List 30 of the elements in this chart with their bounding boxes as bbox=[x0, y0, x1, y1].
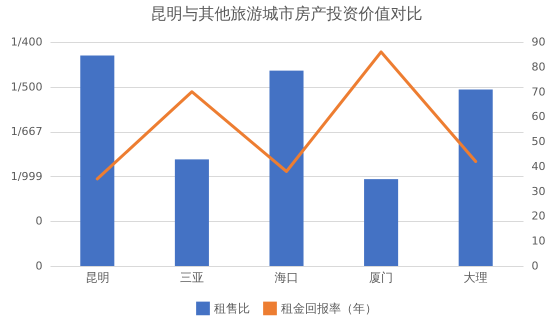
y2-tick-label: 50 bbox=[532, 135, 546, 148]
bar bbox=[458, 89, 493, 266]
y-tick-label: 0 bbox=[36, 260, 42, 272]
y2-tick-label: 60 bbox=[532, 110, 546, 124]
line-series bbox=[96, 50, 478, 180]
x-tick-label: 海口 bbox=[274, 270, 298, 284]
y2-tick-label: 90 bbox=[532, 36, 546, 48]
y-tick-label: 1/999 bbox=[10, 170, 42, 183]
bar bbox=[80, 55, 114, 266]
bar bbox=[364, 179, 398, 266]
x-tick-label: 大理 bbox=[464, 270, 488, 284]
chart-title: 昆明与其他旅游城市房产投资价值对比 bbox=[150, 4, 422, 23]
bar bbox=[269, 70, 304, 266]
legend-label: 租金回报率（年） bbox=[281, 301, 377, 316]
x-tick-label: 三亚 bbox=[180, 270, 204, 284]
legend-label: 租售比 bbox=[214, 301, 250, 316]
x-tick-label: 昆明 bbox=[85, 270, 110, 284]
y2-tick-label: 40 bbox=[532, 160, 546, 173]
bar bbox=[174, 159, 209, 266]
y-tick-label: 0 bbox=[36, 214, 42, 228]
y2-tick-label: 10 bbox=[532, 234, 546, 248]
y2-tick-label: 80 bbox=[532, 60, 546, 74]
y2-tick-label: 20 bbox=[532, 210, 546, 223]
y2-tick-label: 0 bbox=[532, 260, 538, 272]
y-tick-label: 1/500 bbox=[10, 80, 42, 94]
y-tick-label: 1/400 bbox=[10, 36, 42, 48]
y-tick-label: 1/667 bbox=[10, 125, 42, 138]
y2-tick-label: 70 bbox=[532, 85, 546, 98]
y2-tick-label: 30 bbox=[532, 184, 546, 198]
x-tick-label: 厦门 bbox=[369, 270, 394, 284]
